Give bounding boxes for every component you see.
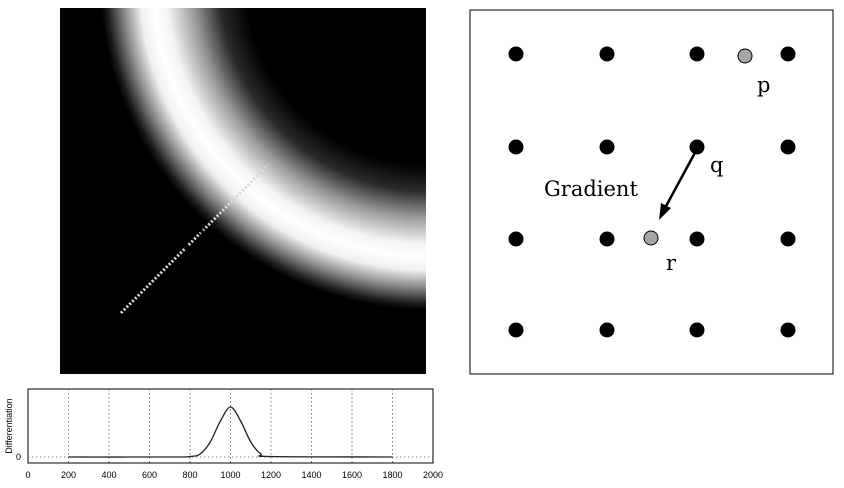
grid-dot-r3-c2 [599,231,615,247]
y-tick-label-zero: 0 [16,452,21,462]
label-q: q [710,153,723,177]
grid-dots [508,46,796,338]
grid-dot-r2-c2 [599,139,615,155]
x-tick-label-0: 0 [25,470,30,480]
x-tick-label-1600: 1600 [342,470,362,480]
grid-dot-r1-c2 [599,46,615,62]
grid-dot-r2-c1 [508,139,524,155]
x-tick-label-1000: 1000 [220,470,240,480]
grid-dot-r1-c1 [508,46,524,62]
grid-dot-r1-c3 [689,46,705,62]
grid-dot-r2-c3 [689,139,705,155]
grid-dot-r3-c3 [689,231,705,247]
label-r: r [666,251,677,275]
derivative-curve [68,406,393,458]
grid-dot-r3-c4 [780,231,796,247]
label-p: p [757,73,770,97]
x-tick-label-800: 800 [182,470,197,480]
grid-dot-r4-c3 [689,322,705,338]
x-tick-label-600: 600 [142,470,157,480]
grid-dot-r4-c1 [508,322,524,338]
grid-dot-r2-c4 [780,139,796,155]
grid-dot-r4-c4 [780,322,796,338]
grid-dot-r4-c2 [599,322,615,338]
y-axis-label: Differentiation [4,398,14,453]
profile-line [119,163,270,315]
gradient-arrow-shaft [663,148,699,209]
grid-dot-r1-c4 [780,46,796,62]
x-tick-label-2000: 2000 [423,470,443,480]
point-r-marker [643,230,659,246]
x-tick-label-400: 400 [101,470,116,480]
x-tick-label-200: 200 [61,470,76,480]
edge-point-marker-circle [181,226,207,252]
label-gradient: Gradient [544,177,638,201]
pixel-grid-diagram: p q r Gradient [469,9,834,375]
grid-dot-r3-c1 [508,231,524,247]
edge-image-panel [60,8,426,374]
profile-plot: 0 200 400 600 800 1000 1200 1400 1600 1800 2000 0 … [4,388,443,480]
x-tick-label-1800: 1800 [382,470,402,480]
plot-x-ticks: 0 200 400 600 800 1000 1200 1400 1600 1800 2000 [25,470,443,480]
x-tick-label-1400: 1400 [301,470,321,480]
x-tick-label-1200: 1200 [261,470,281,480]
grid-diagram-frame [469,9,834,375]
gradient-arrow-head [659,203,671,220]
point-p-marker [737,48,753,64]
